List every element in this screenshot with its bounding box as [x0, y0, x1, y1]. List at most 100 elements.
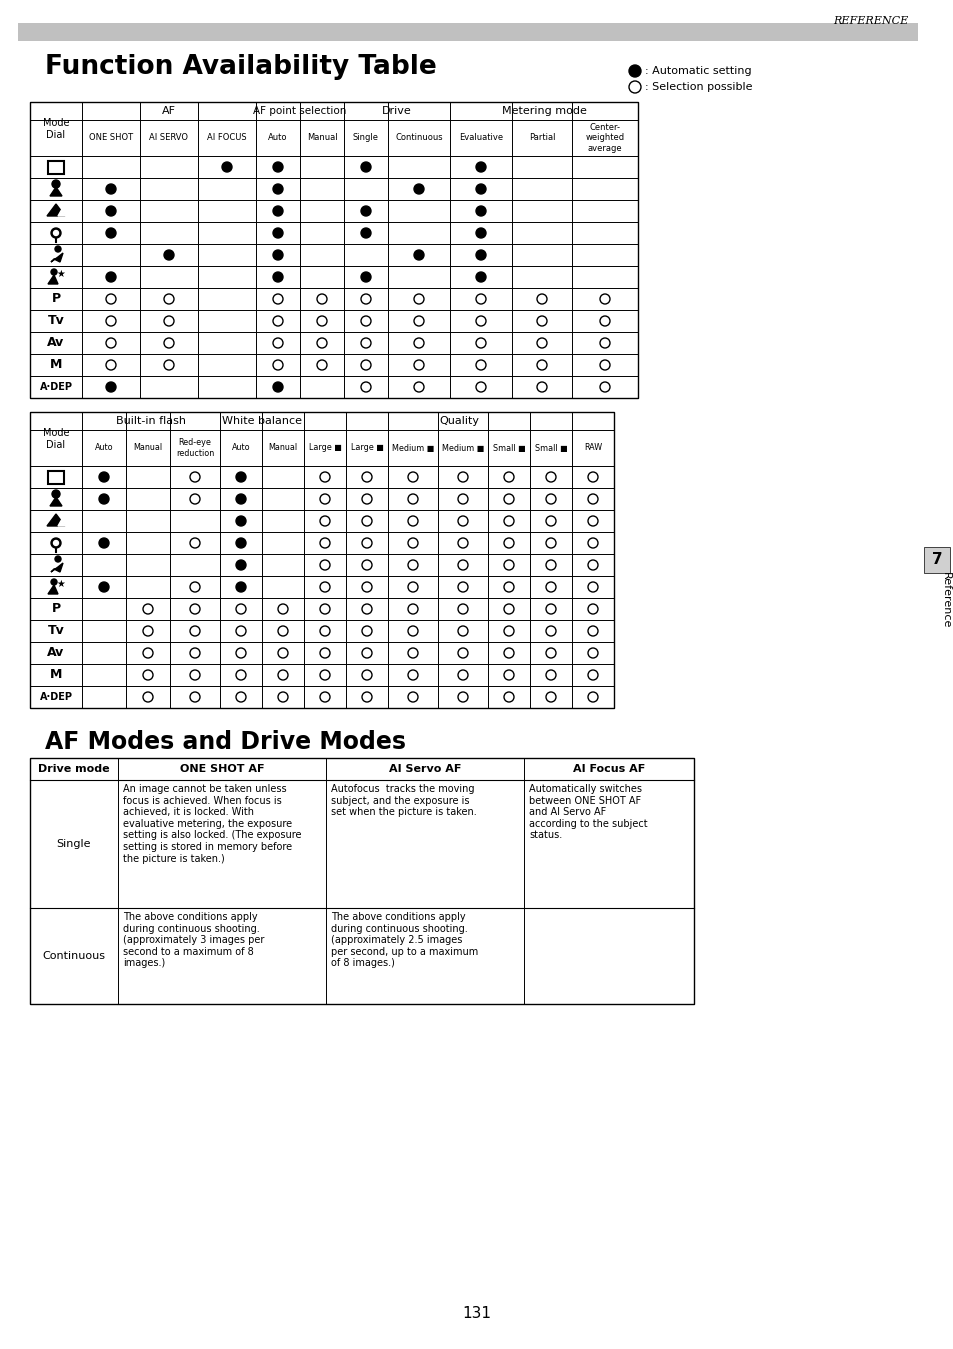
Text: Av: Av	[48, 646, 65, 660]
Text: Built-in flash: Built-in flash	[116, 415, 186, 426]
Circle shape	[106, 272, 116, 282]
Polygon shape	[48, 585, 58, 594]
Circle shape	[99, 472, 109, 482]
Circle shape	[235, 494, 246, 505]
Polygon shape	[50, 496, 62, 506]
Text: AI Servo AF: AI Servo AF	[389, 764, 460, 774]
Text: AF Modes and Drive Modes: AF Modes and Drive Modes	[45, 730, 406, 754]
Text: Reference: Reference	[940, 572, 950, 629]
Circle shape	[99, 581, 109, 592]
Circle shape	[51, 228, 61, 237]
Circle shape	[360, 228, 371, 237]
Text: White balance: White balance	[222, 415, 302, 426]
Circle shape	[99, 538, 109, 548]
Bar	[48, 471, 64, 484]
Circle shape	[360, 206, 371, 216]
Polygon shape	[51, 563, 63, 572]
Text: Red-eye
reduction: Red-eye reduction	[175, 438, 213, 457]
Circle shape	[360, 162, 371, 173]
Text: Quality: Quality	[438, 415, 478, 426]
Bar	[30, 103, 638, 398]
Bar	[48, 161, 64, 174]
Circle shape	[273, 382, 283, 393]
Text: Auto: Auto	[94, 444, 113, 452]
Circle shape	[55, 246, 61, 252]
Text: Continuous: Continuous	[395, 134, 442, 143]
Text: Tv: Tv	[48, 314, 64, 328]
Circle shape	[235, 560, 246, 571]
Circle shape	[476, 206, 485, 216]
Text: Mode
Dial: Mode Dial	[43, 119, 70, 140]
Circle shape	[53, 231, 58, 236]
Text: Drive mode: Drive mode	[38, 764, 110, 774]
Circle shape	[235, 581, 246, 592]
Polygon shape	[50, 188, 62, 196]
Polygon shape	[58, 209, 66, 216]
Text: Evaluative: Evaluative	[458, 134, 502, 143]
Circle shape	[273, 183, 283, 194]
Text: P: P	[51, 293, 60, 305]
Polygon shape	[47, 514, 65, 526]
Circle shape	[235, 538, 246, 548]
Text: Large ■: Large ■	[309, 444, 341, 452]
Text: Continuous: Continuous	[43, 951, 106, 960]
Text: M: M	[50, 669, 62, 681]
Circle shape	[52, 179, 60, 188]
Circle shape	[476, 183, 485, 194]
Circle shape	[476, 228, 485, 237]
Text: Auto: Auto	[232, 444, 250, 452]
Text: Autofocus  tracks the moving
subject, and the exposure is
set when the picture i: Autofocus tracks the moving subject, and…	[331, 784, 476, 817]
Text: Manual: Manual	[133, 444, 162, 452]
Text: Manual: Manual	[268, 444, 297, 452]
Text: A·DEP: A·DEP	[39, 382, 72, 393]
Circle shape	[414, 183, 423, 194]
Circle shape	[51, 579, 57, 585]
Text: Medium ■: Medium ■	[392, 444, 434, 452]
Text: Tv: Tv	[48, 625, 64, 638]
Circle shape	[106, 228, 116, 237]
Circle shape	[476, 162, 485, 173]
Text: The above conditions apply
during continuous shooting.
(approximately 3 images p: The above conditions apply during contin…	[123, 912, 264, 969]
Text: P: P	[51, 603, 60, 615]
Circle shape	[628, 65, 640, 77]
Text: : Automatic setting: : Automatic setting	[644, 66, 751, 76]
Polygon shape	[48, 275, 58, 285]
Polygon shape	[47, 204, 65, 216]
Polygon shape	[58, 519, 66, 526]
Circle shape	[273, 206, 283, 216]
Circle shape	[360, 272, 371, 282]
Text: Function Availability Table: Function Availability Table	[45, 54, 436, 80]
Circle shape	[476, 250, 485, 260]
Text: Metering mode: Metering mode	[501, 107, 586, 116]
Polygon shape	[51, 254, 63, 262]
Text: ONE SHOT AF: ONE SHOT AF	[179, 764, 264, 774]
Text: AF point selection: AF point selection	[253, 107, 346, 116]
Circle shape	[106, 206, 116, 216]
Text: Large ■: Large ■	[351, 444, 383, 452]
Text: The above conditions apply
during continuous shooting.
(approximately 2.5 images: The above conditions apply during contin…	[331, 912, 477, 969]
Text: Small ■: Small ■	[534, 444, 567, 452]
Text: REFERENCE: REFERENCE	[832, 16, 907, 26]
Bar	[30, 758, 693, 1004]
Text: Center-
weighted
average: Center- weighted average	[585, 123, 624, 152]
Bar	[18, 23, 917, 40]
Text: ONE SHOT: ONE SHOT	[89, 134, 132, 143]
Circle shape	[273, 250, 283, 260]
Circle shape	[222, 162, 232, 173]
Circle shape	[51, 268, 57, 275]
Text: AF: AF	[162, 107, 175, 116]
Text: Auto: Auto	[268, 134, 288, 143]
Circle shape	[52, 490, 60, 498]
Bar	[30, 411, 614, 708]
Text: An image cannot be taken unless
focus is achieved. When focus is
achieved, it is: An image cannot be taken unless focus is…	[123, 784, 301, 863]
Circle shape	[106, 382, 116, 393]
Text: Small ■: Small ■	[492, 444, 525, 452]
Text: 7: 7	[931, 553, 942, 568]
Text: M: M	[50, 359, 62, 371]
Text: Single: Single	[56, 839, 91, 849]
Text: AI SERVO: AI SERVO	[150, 134, 189, 143]
Circle shape	[476, 272, 485, 282]
Circle shape	[273, 228, 283, 237]
Text: RAW: RAW	[583, 444, 601, 452]
Circle shape	[164, 250, 173, 260]
